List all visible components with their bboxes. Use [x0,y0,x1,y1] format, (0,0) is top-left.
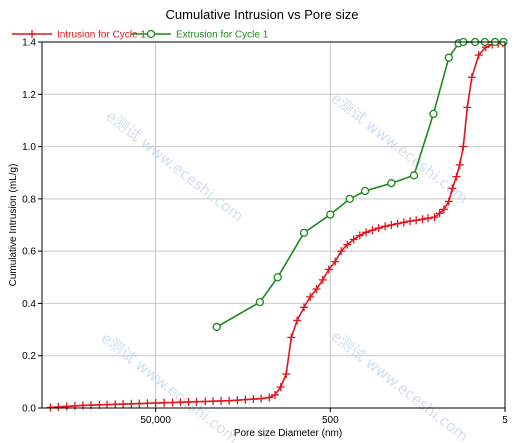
data-point [54,402,63,411]
data-point [135,399,144,408]
data-point [273,273,282,282]
data-point [337,247,346,256]
y-tick-label: 1.2 [22,90,36,101]
y-tick-label: 1.4 [22,38,36,49]
data-point [119,400,128,409]
data-point [343,240,352,249]
data-point [435,209,444,218]
series-layer [46,37,508,412]
data-point [326,210,335,219]
data-point [345,194,354,204]
data-point [349,235,358,244]
data-point [160,398,169,407]
data-point [299,228,309,237]
axis-ticks: 0.0 0.2 0.4 0.6 0.8 1.0 1.2 1.4 50,000 500 5 [22,38,508,427]
legend-label: Intrusion for Cycle 1 [57,30,146,41]
data-point [270,390,279,399]
data-point [233,396,242,405]
data-point [306,292,315,301]
data-point [70,401,79,410]
data-point [355,231,364,240]
data-point [312,285,321,294]
data-point [257,394,266,403]
data-point [62,402,71,411]
y-tick-label: 0.0 [22,404,36,415]
data-point [282,370,291,379]
legend-marker [146,29,156,39]
data-point [201,397,210,406]
data-point [381,222,390,231]
data-point [192,397,201,406]
data-point [324,265,333,274]
data-point [293,316,302,325]
y-tick-label: 0.6 [22,247,36,258]
data-point [331,257,340,266]
data-point [276,383,285,392]
legend: Intrusion for Cycle 1 Extrusion for Cycle… [12,30,269,41]
y-tick-label: 0.4 [22,299,36,310]
legend-label: Extrusion for Cycle 1 [176,30,269,41]
data-point [424,214,433,223]
data-point [225,396,234,405]
data-point [249,395,258,404]
data-point [439,205,448,214]
data-point [452,172,461,181]
data-point [409,171,419,180]
data-point [360,186,370,196]
data-point [429,109,438,119]
data-point [459,142,468,151]
data-point [168,398,177,407]
data-point [374,224,383,233]
legend-item-2: Extrusion for Cycle 1 [131,30,269,41]
data-point [474,51,483,60]
data-point [103,400,112,409]
data-point [241,395,250,404]
data-point [265,393,274,402]
data-point [209,397,218,406]
data-point [300,303,309,312]
data-point [111,400,120,409]
chart-title: Cumulative Intrusion vs Pore size [166,7,359,22]
x-tick-label: 5 [502,415,508,426]
data-point [318,275,327,284]
data-point [46,403,55,412]
data-point [184,397,193,406]
y-tick-label: 1.0 [22,142,36,153]
data-point [406,217,415,226]
data-point [212,322,221,332]
data-point [448,184,457,193]
data-point [287,333,296,342]
legend-item-1: Intrusion for Cycle 1 [12,30,146,41]
data-point [176,398,185,407]
data-point [127,399,136,408]
x-axis-label: Pore size Diameter (nm) [234,428,342,439]
data-point [444,53,453,62]
data-point [430,213,439,222]
data-point [399,218,408,227]
data-point [255,297,265,307]
data-point [467,73,476,82]
y-tick-label: 0.8 [22,194,36,205]
data-point [151,399,160,408]
data-point [412,216,421,225]
data-point [387,179,396,188]
data-point [143,399,152,408]
data-point [418,215,427,224]
data-point [387,221,396,229]
data-point [463,103,472,112]
y-tick-label: 0.2 [22,351,36,362]
data-point [362,228,371,237]
data-point [368,226,377,235]
y-axis-label: Cumulative Intrusion (mL/g) [8,164,19,287]
data-point [217,396,226,405]
series-1 [46,39,507,412]
data-point [455,160,464,169]
x-tick-label: 500 [322,415,339,426]
x-tick-label: 50,000 [140,415,171,426]
data-point [444,197,453,206]
plot-frame [41,41,506,409]
data-point [393,219,402,228]
